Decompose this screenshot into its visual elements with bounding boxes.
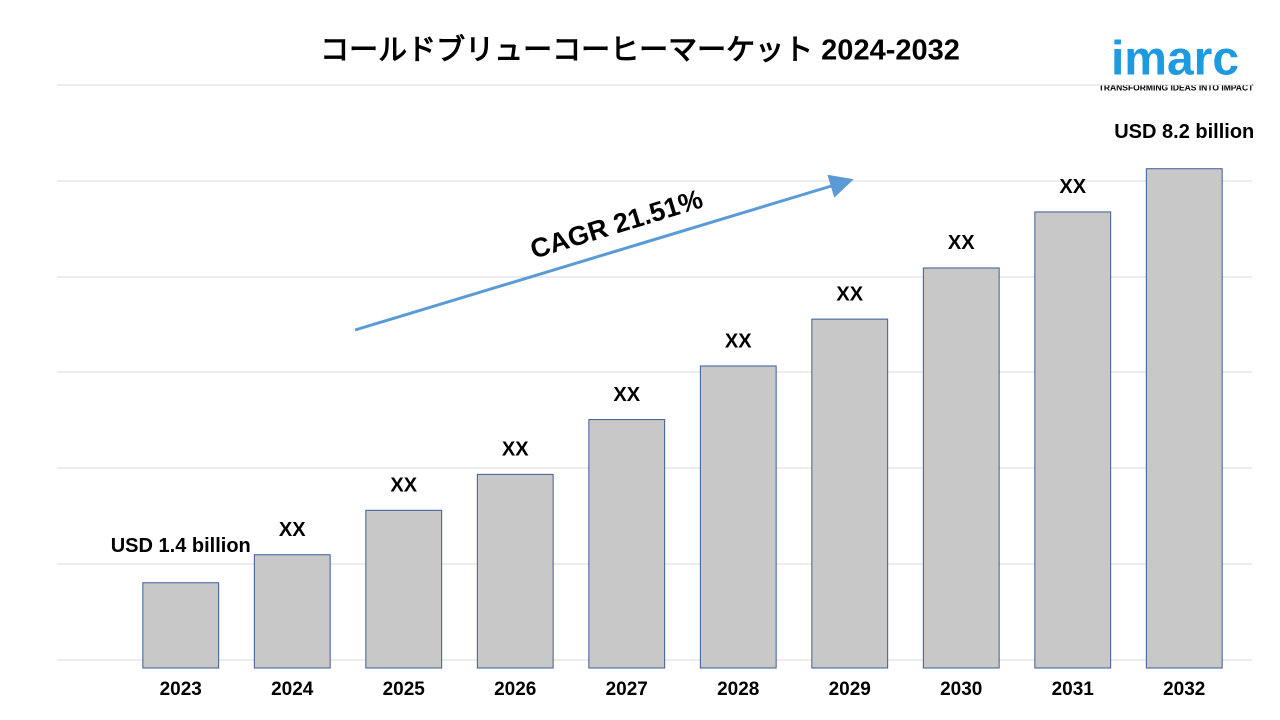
x-tick-label: 2030: [940, 679, 982, 700]
bar: [365, 509, 443, 669]
logo: imarc TRANSFORMING IDEAS INTO IMPACT: [1099, 33, 1254, 93]
x-tick-label: 2027: [606, 679, 648, 700]
bar: [142, 582, 220, 669]
bar: [699, 365, 777, 669]
logo-name: imarc: [1111, 33, 1239, 86]
value-label: XX: [613, 384, 640, 406]
value-label: USD 8.2 billion: [1114, 121, 1254, 143]
x-tick-label: 2032: [1163, 679, 1205, 700]
x-tick-label: 2028: [717, 679, 759, 700]
value-label: XX: [390, 475, 417, 497]
bar: [588, 419, 666, 669]
x-tick-label: 2023: [160, 679, 202, 700]
value-label: XX: [279, 519, 306, 541]
value-label: XX: [502, 439, 529, 461]
value-label: USD 1.4 billion: [111, 535, 251, 557]
bar: [811, 318, 889, 669]
value-label: XX: [948, 232, 975, 254]
x-tick-label: 2031: [1052, 679, 1095, 700]
x-tick-label: 2029: [829, 679, 871, 700]
bar: [922, 267, 1000, 669]
chart-title: コールドブリューコーヒーマーケット 2024-2032: [320, 33, 960, 67]
bar: [1145, 168, 1223, 669]
value-label: XX: [725, 330, 752, 352]
bar: [1034, 211, 1112, 669]
x-tick-label: 2025: [383, 679, 426, 700]
x-tick-label: 2026: [494, 679, 536, 700]
cagr-arrow: [354, 174, 854, 332]
logo-tagline: TRANSFORMING IDEAS INTO IMPACT: [1099, 82, 1254, 92]
bar: [253, 554, 331, 669]
value-label: XX: [1059, 176, 1086, 198]
bar: [476, 473, 554, 669]
value-label: XX: [836, 283, 863, 305]
x-tick-label: 2024: [271, 679, 314, 700]
